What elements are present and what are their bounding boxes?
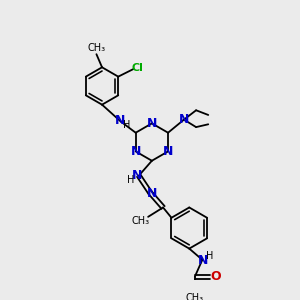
Text: CH₃: CH₃ (186, 293, 204, 300)
Text: N: N (163, 145, 173, 158)
Text: N: N (115, 114, 125, 127)
Text: N: N (198, 254, 208, 267)
Text: N: N (132, 169, 142, 182)
Text: O: O (210, 270, 221, 283)
Text: N: N (147, 187, 157, 200)
Text: N: N (147, 117, 157, 130)
Text: CH₃: CH₃ (132, 216, 150, 226)
Text: Cl: Cl (132, 63, 144, 73)
Text: H: H (127, 176, 134, 185)
Text: N: N (179, 113, 189, 126)
Text: H: H (123, 120, 130, 130)
Text: CH₃: CH₃ (87, 43, 106, 53)
Text: H: H (206, 251, 214, 261)
Text: N: N (130, 145, 141, 158)
